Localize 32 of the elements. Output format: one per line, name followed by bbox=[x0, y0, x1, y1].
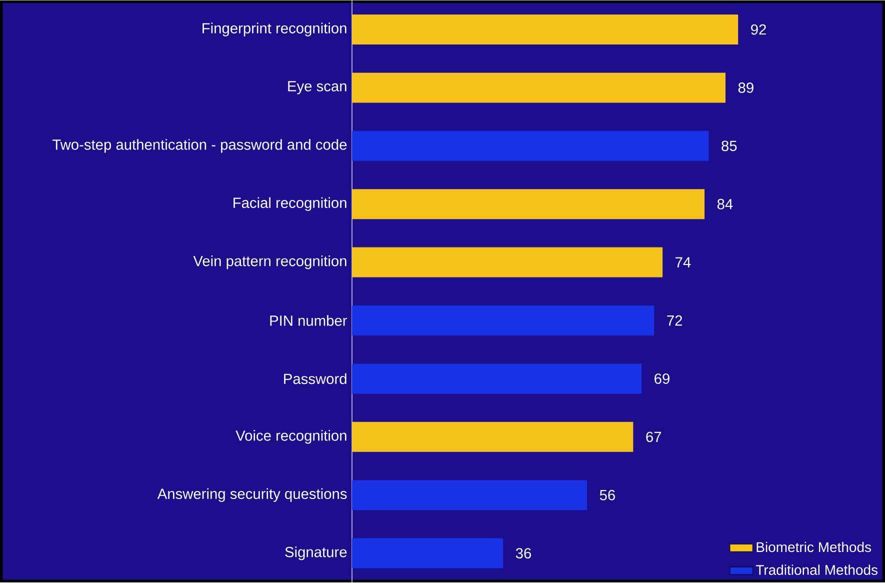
data-label: 56 bbox=[600, 490, 615, 500]
data-label: 72 bbox=[667, 316, 682, 326]
data-label: 36 bbox=[516, 548, 532, 559]
data-label: 69 bbox=[654, 374, 670, 384]
legend-label: Traditional Methods bbox=[756, 564, 878, 576]
y-tick-label: PIN number bbox=[270, 315, 348, 326]
bar bbox=[352, 422, 634, 452]
bar bbox=[352, 131, 709, 162]
y-tick-label: Facial recognition bbox=[234, 197, 346, 212]
legend-label: Biometric Methods bbox=[756, 542, 872, 552]
y-tick-label: Fingerprint recognition bbox=[202, 22, 346, 36]
y-tick-label: Password bbox=[284, 373, 346, 384]
bar bbox=[352, 480, 588, 510]
bar bbox=[352, 538, 504, 568]
y-tick-label: Vein pattern recognition bbox=[193, 256, 346, 270]
data-label: 85 bbox=[722, 140, 737, 152]
y-tick-label: Two-step authentication - password and code bbox=[52, 139, 347, 153]
bar bbox=[352, 189, 705, 220]
bar bbox=[352, 306, 654, 336]
data-label: 92 bbox=[751, 24, 766, 35]
data-label: 84 bbox=[717, 199, 733, 210]
bar bbox=[352, 247, 663, 278]
data-label: 67 bbox=[646, 432, 662, 442]
data-label: 74 bbox=[676, 257, 691, 268]
y-tick-label: Eye scan bbox=[288, 81, 346, 94]
bar bbox=[352, 72, 726, 103]
bar bbox=[352, 14, 738, 45]
y-tick-label: Signature bbox=[285, 546, 347, 560]
y-tick-label: Voice recognition bbox=[236, 430, 346, 444]
data-label: 89 bbox=[738, 82, 754, 94]
y-tick-label: Answering security questions bbox=[157, 488, 347, 502]
bar bbox=[352, 364, 642, 394]
